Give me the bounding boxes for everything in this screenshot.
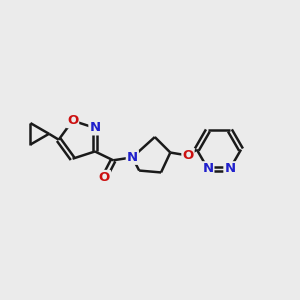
Text: N: N bbox=[202, 162, 213, 175]
Text: N: N bbox=[89, 122, 100, 134]
Text: O: O bbox=[67, 114, 78, 127]
Text: O: O bbox=[182, 149, 194, 162]
Text: N: N bbox=[127, 151, 138, 164]
Text: O: O bbox=[99, 171, 110, 184]
Text: N: N bbox=[224, 162, 236, 175]
